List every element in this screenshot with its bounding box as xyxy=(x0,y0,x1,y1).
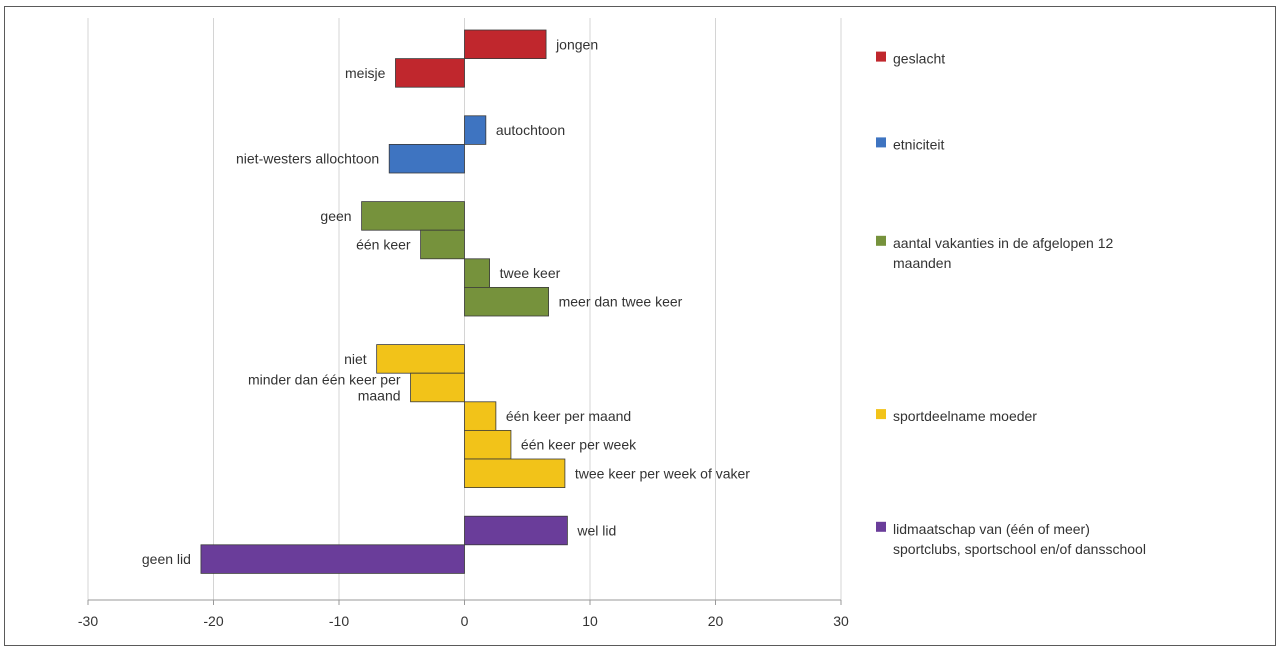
bar-label: twee keer per week of vaker xyxy=(575,465,750,481)
bar-label: autochtoon xyxy=(496,122,565,138)
x-tick-label: -10 xyxy=(329,613,349,629)
bar-label: één keer xyxy=(356,237,411,253)
bar-label: meisje xyxy=(345,65,386,81)
bar xyxy=(464,29,547,60)
x-tick-label: 10 xyxy=(582,613,598,629)
legend-label: maanden xyxy=(893,255,951,271)
x-tick-label: -20 xyxy=(203,613,223,629)
legend-label: sportdeelname moeder xyxy=(893,408,1037,424)
x-tick-label: 30 xyxy=(833,613,849,629)
bar xyxy=(464,286,549,317)
bar-label: wel lid xyxy=(576,523,616,539)
legend-label: geslacht xyxy=(893,51,945,67)
bar-label: geen lid xyxy=(142,551,191,567)
bar-label: één keer per maand xyxy=(506,408,631,424)
x-tick-label: 0 xyxy=(461,613,469,629)
bar-label: twee keer xyxy=(500,265,561,281)
legend-label: lidmaatschap van (één of meer) xyxy=(893,521,1090,537)
legend-swatch xyxy=(876,51,886,62)
bar xyxy=(410,372,465,403)
bar xyxy=(464,429,512,460)
bar-label: minder dan één keer per xyxy=(248,372,401,388)
legend-label: aantal vakanties in de afgelopen 12 xyxy=(893,235,1113,251)
bar-label: jongen xyxy=(555,36,598,52)
x-tick-label: 20 xyxy=(708,613,724,629)
bar xyxy=(464,258,491,288)
bar-label: niet-westers allochtoon xyxy=(236,151,379,167)
bar-label: maand xyxy=(358,388,401,404)
bar xyxy=(420,229,465,260)
chart-frame xyxy=(4,6,1276,646)
bar xyxy=(464,115,487,145)
x-tick-label: -30 xyxy=(78,613,98,629)
bar-label: meer dan twee keer xyxy=(559,294,683,310)
bar-label: één keer per week xyxy=(521,437,637,453)
bar xyxy=(361,201,465,231)
legend-label: sportclubs, sportschool en/of dansschool xyxy=(893,541,1146,557)
bar-label: geen xyxy=(320,208,351,224)
bar xyxy=(388,143,465,174)
bar xyxy=(464,515,568,546)
legend-swatch xyxy=(876,137,886,148)
bar xyxy=(464,458,566,489)
legend-swatch xyxy=(876,409,886,420)
legend-label: etniciteit xyxy=(893,136,944,152)
bar xyxy=(395,58,465,88)
legend-swatch xyxy=(876,521,886,532)
bar xyxy=(376,344,465,374)
legend-swatch xyxy=(876,235,886,246)
bar-label: niet xyxy=(344,351,367,367)
bar xyxy=(200,544,465,574)
bar xyxy=(464,401,497,431)
